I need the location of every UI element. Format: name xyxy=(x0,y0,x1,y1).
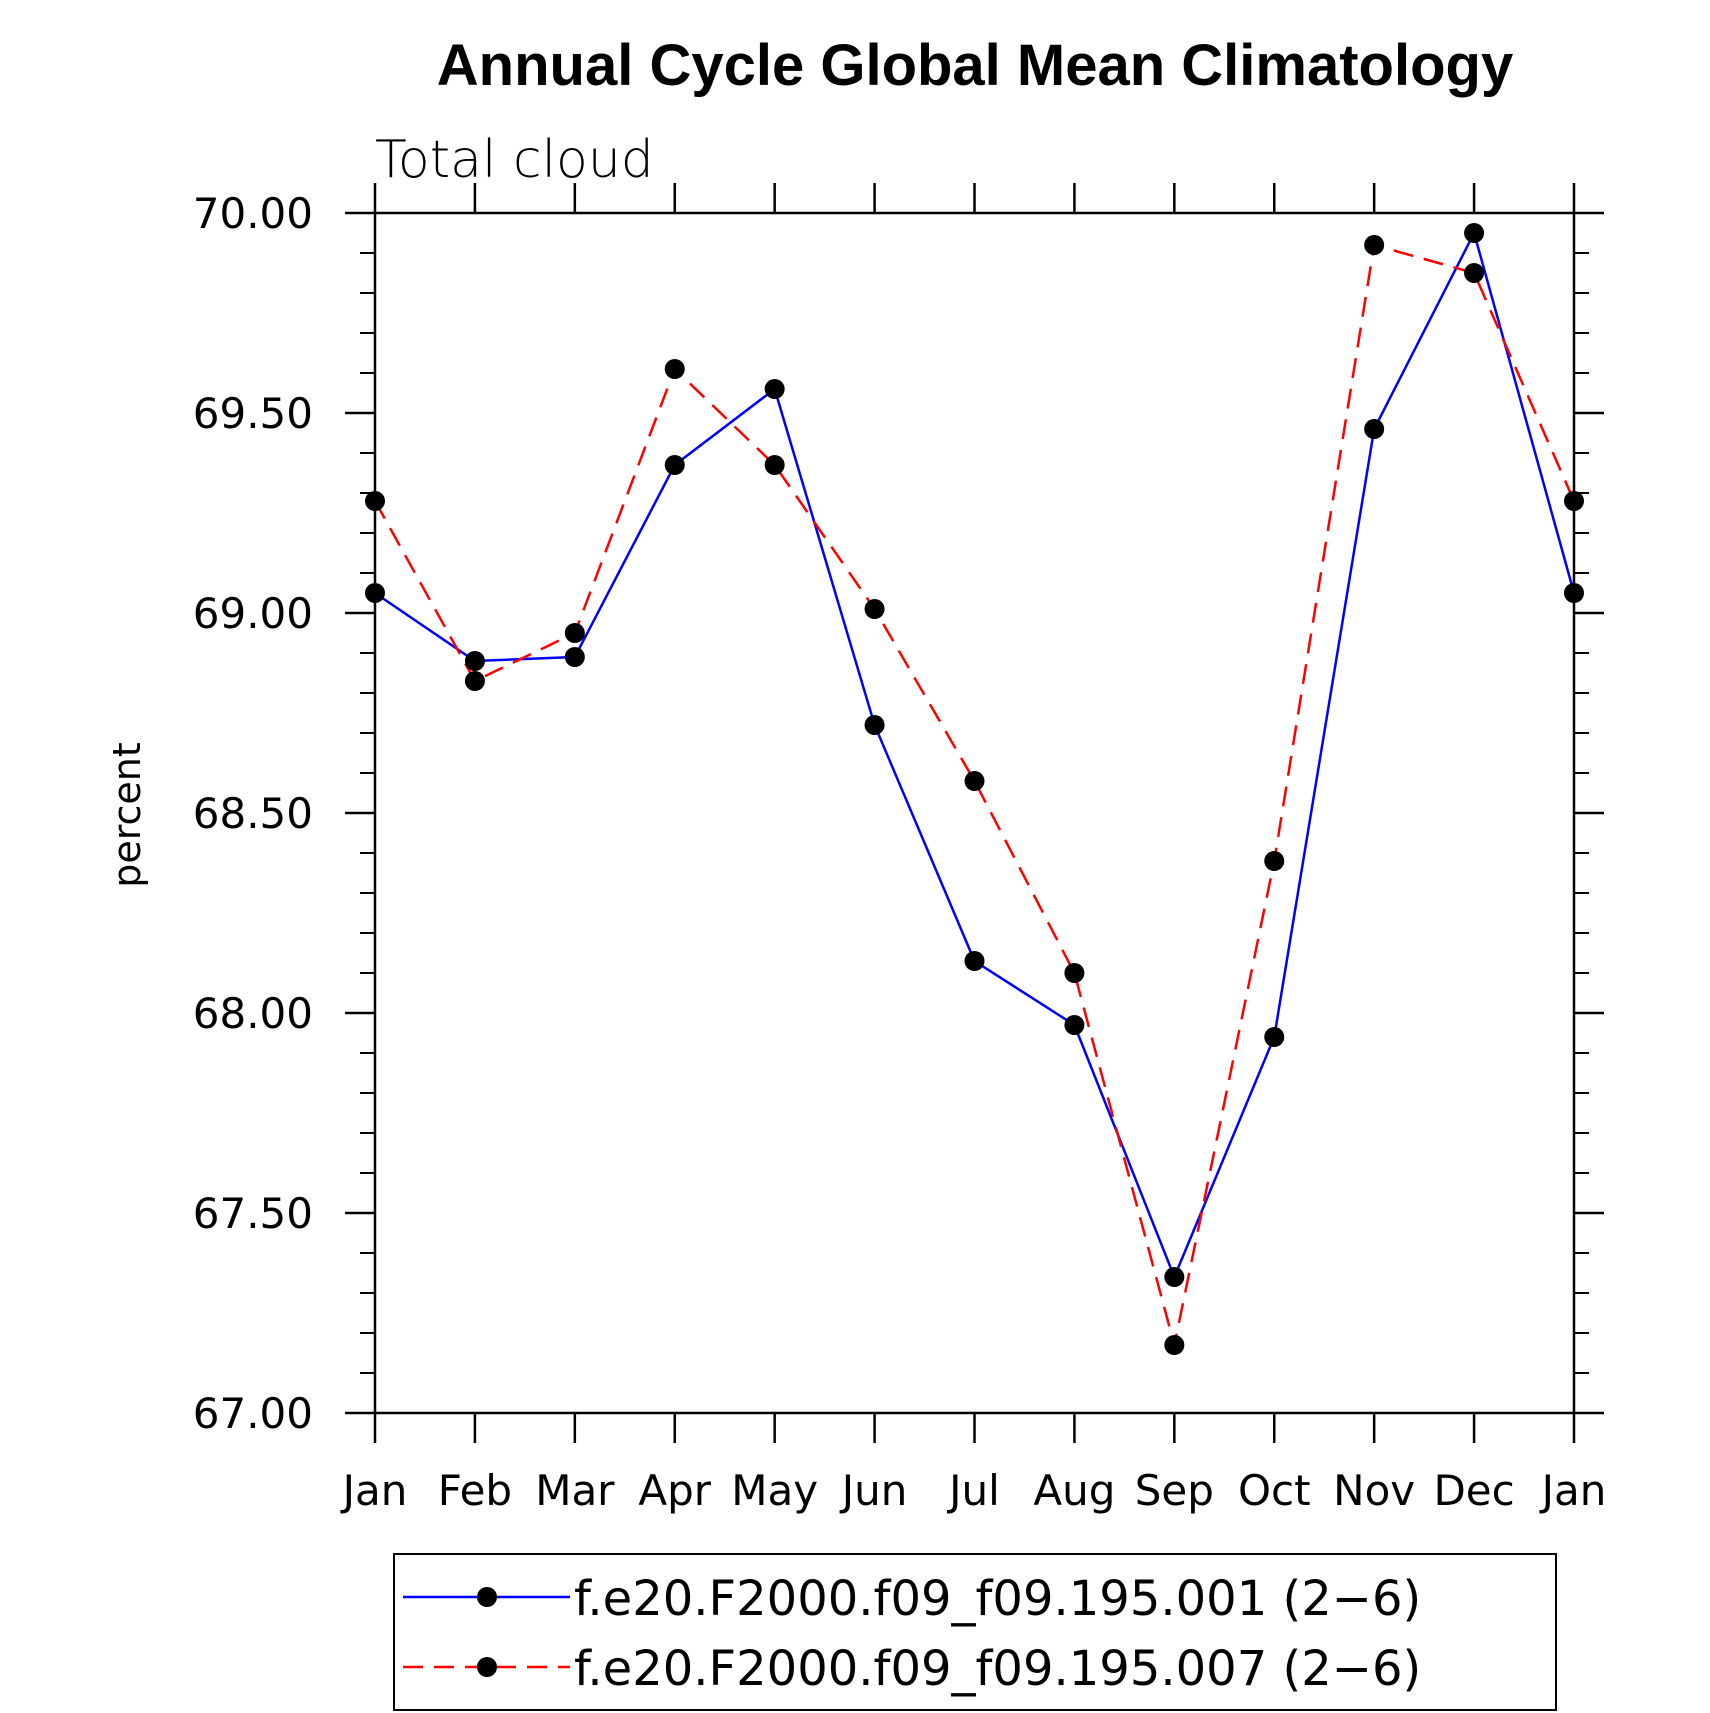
series-layer xyxy=(365,223,1584,1355)
x-tick-label: Oct xyxy=(1238,1466,1311,1515)
legend-marker-1 xyxy=(477,1587,497,1607)
axis-ticks xyxy=(345,183,1604,1443)
x-tick-label: Dec xyxy=(1433,1466,1514,1515)
x-tick-label: Jan xyxy=(340,1466,408,1515)
series-2-point xyxy=(1164,1335,1185,1355)
series-1-point xyxy=(1264,1027,1285,1047)
series-1-point xyxy=(1564,583,1584,603)
x-tick-label: Aug xyxy=(1033,1466,1115,1515)
series-1-point xyxy=(365,583,385,603)
series-2-point xyxy=(564,623,585,643)
plot-frame xyxy=(373,211,1576,1415)
series-1-point xyxy=(1364,419,1385,439)
y-tick-label: 69.00 xyxy=(193,589,313,638)
x-tick-label: Nov xyxy=(1333,1466,1415,1515)
series-1-point xyxy=(1064,1015,1085,1035)
y-tick-label: 67.00 xyxy=(193,1389,313,1438)
chart-title: Annual Cycle Global Mean Climatology xyxy=(437,33,1513,98)
series-1-point xyxy=(1164,1267,1185,1287)
legend-label-1: f.e20.F2000.f09_f09.195.001 (2−6) xyxy=(574,1571,1421,1627)
legend-label-2: f.e20.F2000.f09_f09.195.007 (2−6) xyxy=(574,1641,1421,1697)
y-tick-label: 70.00 xyxy=(193,189,313,238)
series-2-point xyxy=(464,671,485,691)
y-tick-label: 69.50 xyxy=(193,389,313,438)
x-tick-label: Jul xyxy=(946,1466,1000,1515)
series-1-point xyxy=(864,715,885,735)
x-tick-label: Jun xyxy=(839,1466,908,1515)
series-1-point xyxy=(664,455,685,475)
series-2-point xyxy=(1564,491,1584,511)
x-tick-label: Jan xyxy=(1539,1466,1607,1515)
x-tick-label: Apr xyxy=(638,1466,711,1515)
series-2-point xyxy=(864,599,885,619)
x-tick-label: May xyxy=(731,1466,818,1515)
y-axis-label: percent xyxy=(105,742,149,888)
series-line-1 xyxy=(374,229,1576,1281)
series-2-point xyxy=(1364,235,1385,255)
y-tick-label: 68.50 xyxy=(193,789,313,838)
series-1-point xyxy=(1464,223,1485,243)
legend-box xyxy=(393,1553,1557,1711)
series-2-point xyxy=(964,771,985,791)
legend-entry-2: f.e20.F2000.f09_f09.195.007 (2−6) xyxy=(403,1641,1421,1697)
series-2-point xyxy=(664,359,685,379)
x-tick-label: Feb xyxy=(438,1466,512,1515)
chart-subtitle: Total cloud xyxy=(375,130,654,190)
y-tick-labels: 67.00 67.50 68.00 68.50 69.00 69.50 70.00 xyxy=(193,189,313,1438)
series-2-point xyxy=(764,455,785,475)
series-2-point xyxy=(1264,851,1285,871)
x-tick-label: Sep xyxy=(1135,1466,1214,1515)
series-1-point xyxy=(464,651,485,671)
series-2-point xyxy=(365,491,385,511)
x-tick-labels: Jan Feb Mar Apr May Jun Jul Aug Sep Oct Nov Dec Jan xyxy=(340,1466,1607,1515)
series-1-point xyxy=(764,379,785,399)
series-2-point xyxy=(1464,263,1485,283)
series-1-point xyxy=(964,951,985,971)
x-tick-label: Mar xyxy=(535,1466,615,1515)
legend-marker-2 xyxy=(477,1657,497,1677)
legend-entry-1: f.e20.F2000.f09_f09.195.001 (2−6) xyxy=(403,1571,1421,1627)
series-2-point xyxy=(1064,963,1085,983)
y-tick-label: 68.00 xyxy=(193,989,313,1038)
series-1-point xyxy=(564,647,585,667)
y-tick-label: 67.50 xyxy=(193,1189,313,1238)
series-line-2 xyxy=(373,243,1576,1346)
